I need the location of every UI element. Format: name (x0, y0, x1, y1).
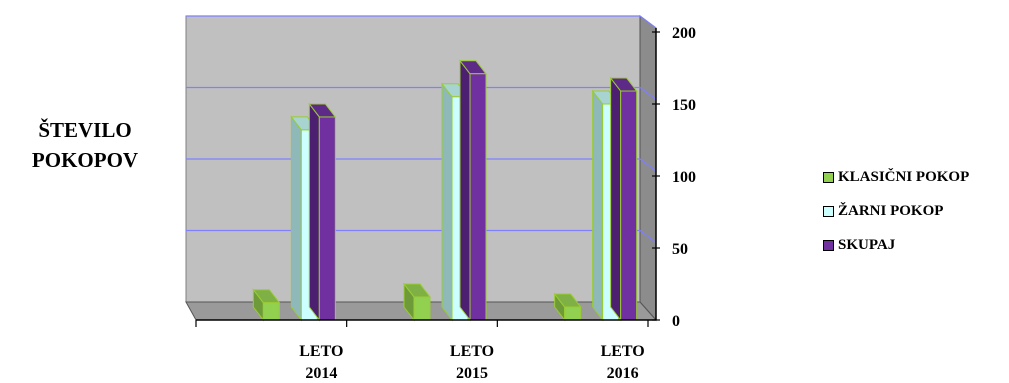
y-axis-label: ŠTEVILO POKOPOV (10, 115, 160, 175)
bar-front-2-2 (620, 90, 638, 321)
bar-side-1-2 (592, 89, 604, 322)
side-wall (639, 15, 657, 322)
legend-swatch-skupaj (823, 239, 834, 251)
bar-2-0 (308, 102, 337, 322)
gridline-side-50 (639, 230, 657, 243)
legend-label-klasicni-pokop: KLASIČNI POKOP (838, 168, 970, 185)
y-tick-label-150: 150 (672, 97, 696, 114)
bar-2-2 (609, 76, 638, 322)
x-tick-label-2-0: LETO (601, 343, 645, 360)
y-axis-label-line-2: POKOPOV (31, 148, 139, 172)
y-tick-label-0: 0 (672, 313, 680, 330)
bar-front-0-1 (413, 296, 431, 321)
bar-side-1-1 (441, 82, 453, 322)
y-axis-label-line-1: ŠTEVILO (38, 118, 132, 142)
legend-swatch-klasicni-pokop (823, 171, 834, 183)
x-tick-label-2-1: 2016 (607, 365, 639, 382)
bar-front-0-2 (564, 306, 582, 321)
bar-side-2-1 (459, 59, 471, 322)
bar-0-2 (553, 292, 582, 322)
legend-item-skupaj: SKUPAJ (823, 228, 969, 262)
gridline-side-100 (639, 158, 657, 172)
x-tick-label-0-1: 2014 (305, 365, 337, 382)
gridline-side-150 (639, 87, 657, 100)
bar-front-2-0 (318, 116, 336, 321)
x-tick-label-1-1: 2015 (456, 365, 488, 382)
y-tick-label-100: 100 (672, 169, 696, 186)
legend-swatch-zarni-pokop (823, 205, 834, 217)
bar-0-1 (402, 282, 432, 322)
legend: KLASIČNI POKOP ŽARNI POKOP SKUPAJ (823, 160, 969, 262)
y-tick-label-50: 50 (672, 241, 688, 258)
legend-label-zarni-pokop: ŽARNI POKOP (838, 202, 944, 219)
bar-front-2-1 (469, 73, 487, 321)
gridline-side-200 (639, 15, 657, 29)
bar-side-2-0 (308, 102, 320, 322)
legend-item-klasicni-pokop: KLASIČNI POKOP (823, 160, 969, 194)
bar-2-1 (458, 59, 488, 322)
x-tick-label-1-0: LETO (450, 343, 494, 360)
bar-side-2-2 (610, 76, 622, 322)
y-tick-label-200: 200 (672, 25, 696, 42)
bar-side-1-0 (290, 115, 302, 322)
legend-label-skupaj: SKUPAJ (838, 236, 896, 253)
legend-item-zarni-pokop: ŽARNI POKOP (823, 194, 969, 228)
bar-front-0-0 (262, 302, 280, 321)
x-tick-label-0-0: LETO (299, 343, 343, 360)
